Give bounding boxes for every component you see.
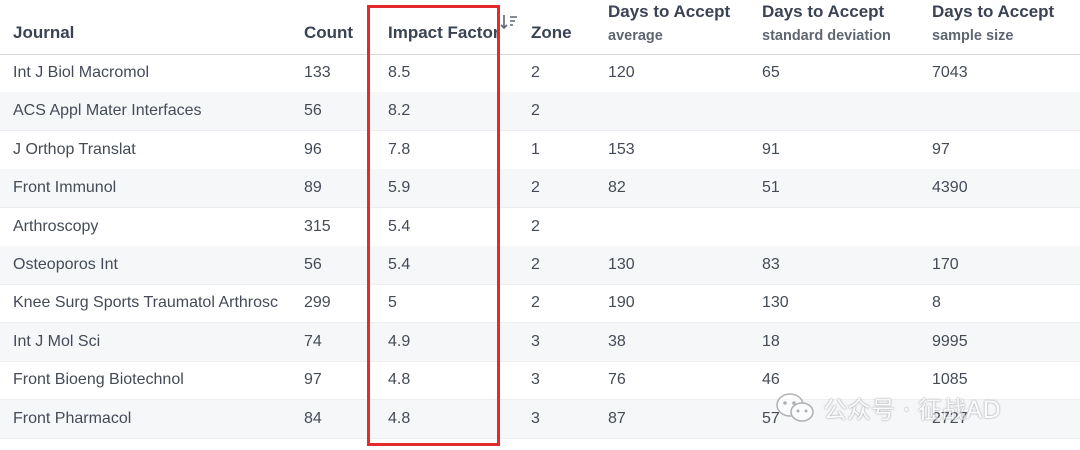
table-row[interactable]: J Orthop Translat 96 7.8 1 153 91 97 [0,131,1080,170]
cell-days-average: 87 [608,409,626,427]
cell-days-sample: 8 [932,294,941,312]
cell-journal: Int J Mol Sci [13,332,101,350]
cell-journal: Int J Biol Macromol [13,64,150,81]
cell-days-std: 65 [762,64,780,81]
cell-journal: Arthroscopy [13,217,99,235]
cell-days-sample: 9995 [932,332,968,350]
cell-count: 299 [304,294,331,312]
cell-impact-factor: 5 [388,294,397,312]
cell-zone: 2 [531,294,540,312]
cell-zone: 3 [531,409,540,427]
table-row[interactable]: Int J Biol Macromol 133 8.5 2 120 65 7043 [0,54,1080,93]
table-row[interactable]: Front Pharmacol 84 4.8 3 87 57 2727 [0,399,1080,439]
cell-days-average: 153 [608,140,635,158]
cell-impact-factor: 4.8 [388,409,411,427]
cell-days-std: 83 [762,256,780,273]
cell-days-std: 57 [762,409,780,427]
wechat-icon [776,392,814,422]
watermark: 公众号 · 征战AD [775,390,1001,425]
cell-days-sample: 4390 [932,179,968,197]
col-header-days-average[interactable]: Days to Accept average [608,2,731,44]
cell-days-sample: 170 [932,256,959,273]
col-header-journal[interactable]: Journal [13,23,75,42]
cell-count: 84 [304,409,322,427]
cell-days-average: 82 [608,179,626,197]
cell-days-std: 46 [762,371,780,389]
cell-count: 96 [304,140,322,158]
cell-days-std: 51 [762,179,780,197]
table-row[interactable]: Knee Surg Sports Traumatol Arthrosc 299 5 2… [0,284,1080,324]
table-row[interactable]: Osteoporos Int 56 5.4 2 130 83 170 [0,246,1080,285]
watermark-text: 公众号 · 征战AD [823,396,1001,424]
cell-days-sample: 97 [932,140,950,158]
cell-impact-factor: 5.4 [388,217,411,235]
cell-count: 56 [304,256,322,273]
sort-descending-icon[interactable] [499,12,519,32]
cell-impact-factor: 8.5 [388,64,411,81]
table-row[interactable]: Front Immunol 89 5.9 2 82 51 4390 [0,169,1080,209]
cell-count: 97 [304,371,322,389]
cell-count: 133 [304,64,331,81]
cell-journal: Front Pharmacol [13,409,132,427]
cell-journal: Front Immunol [13,179,117,197]
cell-impact-factor: 7.8 [388,140,411,158]
col-header-count[interactable]: Count [304,23,354,42]
cell-days-std: 91 [762,140,780,158]
cell-impact-factor: 4.9 [388,332,411,350]
cell-days-std: 18 [762,332,780,350]
cell-days-average: 190 [608,294,635,312]
col-header-impact-factor[interactable]: Impact Factor [388,23,500,42]
cell-days-average: 76 [608,371,626,389]
col-header-days-std[interactable]: Days to Accept standard deviation [762,2,891,44]
cell-days-average: 130 [608,256,635,273]
cell-journal: ACS Appl Mater Interfaces [13,102,202,120]
cell-count: 89 [304,179,322,197]
cell-zone: 2 [531,217,540,235]
col-header-zone[interactable]: Zone [531,23,572,42]
cell-zone: 2 [531,256,540,273]
cell-count: 56 [304,102,322,120]
table-row[interactable]: Arthroscopy 315 5.4 2 [0,208,1080,247]
cell-journal: Knee Surg Sports Traumatol Arthrosc [13,294,279,312]
table-header: Journal Count Impact Factor Zone Days to… [0,0,1080,55]
cell-days-average: 120 [608,64,635,81]
cell-zone: 3 [531,332,540,350]
cell-days-sample: 1085 [932,371,968,389]
cell-zone: 2 [531,102,540,120]
cell-impact-factor: 5.9 [388,179,411,197]
cell-zone: 2 [531,64,540,81]
cell-count: 315 [304,217,331,235]
cell-zone: 1 [531,140,540,158]
cell-days-sample: 2727 [932,409,968,427]
cell-journal: J Orthop Translat [13,140,136,158]
table-row[interactable]: Int J Mol Sci 74 4.9 3 38 18 9995 [0,322,1080,362]
cell-journal: Osteoporos Int [13,256,118,273]
cell-days-sample: 7043 [932,64,968,81]
cell-journal: Front Bioeng Biotechnol [13,371,184,389]
cell-days-std: 130 [762,294,789,312]
table-row[interactable]: ACS Appl Mater Interfaces 56 8.2 2 [0,92,1080,132]
cell-days-average: 38 [608,332,626,350]
cell-zone: 2 [531,179,540,197]
col-header-days-sample[interactable]: Days to Accept sample size [932,2,1055,44]
cell-impact-factor: 5.4 [388,256,411,273]
cell-count: 74 [304,332,322,350]
cell-impact-factor: 8.2 [388,102,411,120]
cell-impact-factor: 4.8 [388,371,411,389]
cell-zone: 3 [531,371,540,389]
